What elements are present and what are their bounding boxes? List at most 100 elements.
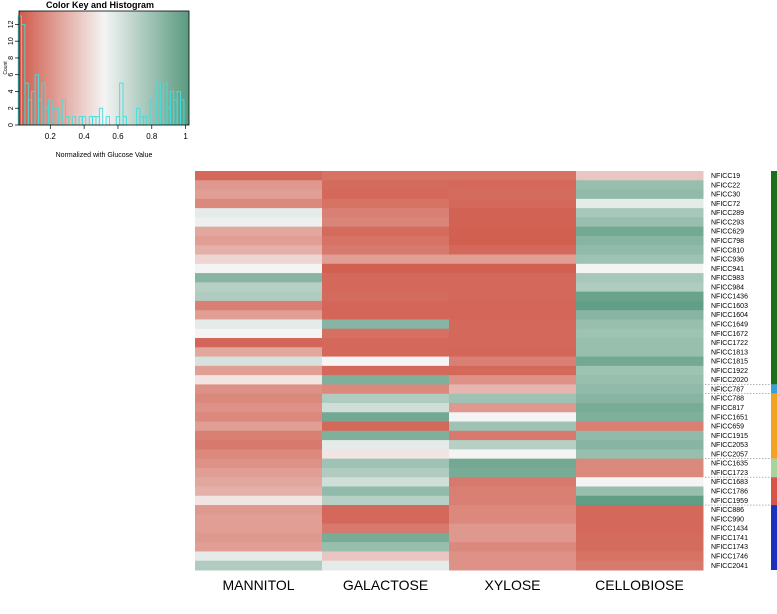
heatmap-cell <box>195 421 323 432</box>
heatmap-cell <box>576 560 704 571</box>
row-label: NFICC1434 <box>711 526 748 533</box>
heatmap-cell <box>576 542 704 552</box>
color-key-x-tick-label: 0.8 <box>146 132 158 141</box>
color-key-x-axis: 0.2 0.4 0.6 0.8 1 <box>45 125 188 141</box>
heatmap-cell <box>195 551 323 562</box>
heatmap-cell <box>449 458 577 469</box>
row-label: NFICC1915 <box>711 433 748 440</box>
heatmap-cell <box>195 300 323 311</box>
heatmap-cell <box>576 449 704 460</box>
heatmap-cell <box>449 245 577 256</box>
heatmap-cell <box>195 393 323 404</box>
row-label: NFICC936 <box>711 257 744 264</box>
heatmap-cell <box>449 226 577 237</box>
heatmap-cell <box>576 198 704 209</box>
column-labels: MANNITOL GALACTOSE XYLOSE CELLOBIOSE <box>222 577 683 593</box>
heatmap-cell <box>576 505 704 515</box>
heatmap-cell <box>322 217 450 228</box>
heatmap-cell <box>449 412 577 423</box>
heatmap-cell <box>576 273 704 283</box>
row-label: NFICC788 <box>711 396 744 403</box>
heatmap-cell <box>449 189 577 200</box>
heatmap-cell <box>576 180 704 191</box>
heatmap-cell <box>195 338 323 348</box>
heatmap-cell <box>576 458 704 469</box>
heatmap-cell <box>322 560 450 571</box>
heatmap-cell <box>576 430 704 441</box>
heatmap-cell <box>449 375 577 385</box>
heatmap-cell <box>195 189 323 200</box>
heatmap-cell <box>322 440 450 450</box>
side-color-bar <box>705 171 777 570</box>
heatmap-cell <box>449 273 577 283</box>
heatmap-cell <box>195 384 323 395</box>
heatmap-cell <box>576 291 704 302</box>
color-key-y-tick-label: 12 <box>8 20 15 28</box>
heatmap-cell <box>195 532 323 543</box>
heatmap-cell <box>322 477 450 487</box>
heatmap-cell <box>449 523 577 534</box>
heatmap-cell <box>576 235 704 246</box>
heatmap-cell <box>449 467 577 478</box>
row-label: NFICC810 <box>711 247 744 254</box>
heatmap-cell <box>449 328 577 339</box>
row-label: NFICC1604 <box>711 312 748 319</box>
heatmap-cell <box>449 440 577 450</box>
heatmap-cell <box>195 477 323 487</box>
heatmap-cell <box>449 282 577 293</box>
heatmap-cell <box>576 467 704 478</box>
heatmap-cell <box>322 328 450 339</box>
heatmap-cell <box>449 514 577 525</box>
heatmap-cell <box>576 375 704 385</box>
heatmap-cell <box>195 328 323 339</box>
heatmap-cell <box>322 402 450 413</box>
heatmap-cell <box>195 235 323 246</box>
heatmap-cell <box>322 291 450 302</box>
heatmap-cell <box>449 430 577 441</box>
heatmap-cell <box>322 273 450 283</box>
heatmap-cell <box>449 542 577 552</box>
heatmap-cell <box>195 319 323 330</box>
row-label: NFICC1723 <box>711 470 748 477</box>
heatmap-cell <box>195 458 323 469</box>
heatmap-cell <box>195 208 323 218</box>
heatmap-cell <box>576 495 704 506</box>
row-label: NFICC19 <box>711 173 740 180</box>
heatmap-cell <box>449 449 577 460</box>
color-key-y-tick-label: 2 <box>8 106 15 110</box>
heatmap-cell <box>195 523 323 534</box>
color-key-x-tick-label: 0.2 <box>45 132 57 141</box>
heatmap-cell <box>449 180 577 191</box>
heatmap-cell <box>322 198 450 209</box>
heatmap-cell <box>195 449 323 460</box>
heatmap-cell <box>195 291 323 302</box>
heatmap-cell <box>449 171 577 181</box>
heatmap-cell <box>576 347 704 358</box>
row-label: NFICC1649 <box>711 322 748 329</box>
side-bar-segment <box>771 384 777 394</box>
heatmap-cell <box>195 180 323 191</box>
heatmap-cell <box>322 458 450 469</box>
heatmap-cell <box>195 486 323 497</box>
row-label: NFICC72 <box>711 201 740 208</box>
heatmap-cell <box>576 208 704 218</box>
heatmap-cell <box>322 393 450 404</box>
side-bar-segment <box>771 393 777 459</box>
heatmap-cell <box>576 338 704 348</box>
heatmap-cell <box>576 171 704 181</box>
heatmap-cell <box>322 189 450 200</box>
side-bar-segment <box>771 458 777 478</box>
row-label: NFICC1683 <box>711 479 748 486</box>
row-label: NFICC289 <box>711 210 744 217</box>
heatmap-cell <box>576 477 704 487</box>
heatmap-cell <box>322 208 450 218</box>
row-label: NFICC1813 <box>711 349 748 356</box>
color-key-y-axis: 0 2 4 6 8 10 12 <box>8 20 19 127</box>
heatmap-cell <box>576 263 704 274</box>
side-bar-segment <box>771 171 777 385</box>
heatmap-cell <box>322 171 450 181</box>
color-key-xlabel: Normalized with Glucose Value <box>56 152 153 159</box>
row-label: NFICC1651 <box>711 414 748 421</box>
heatmap-cell <box>195 217 323 228</box>
heatmap-cell <box>322 542 450 552</box>
